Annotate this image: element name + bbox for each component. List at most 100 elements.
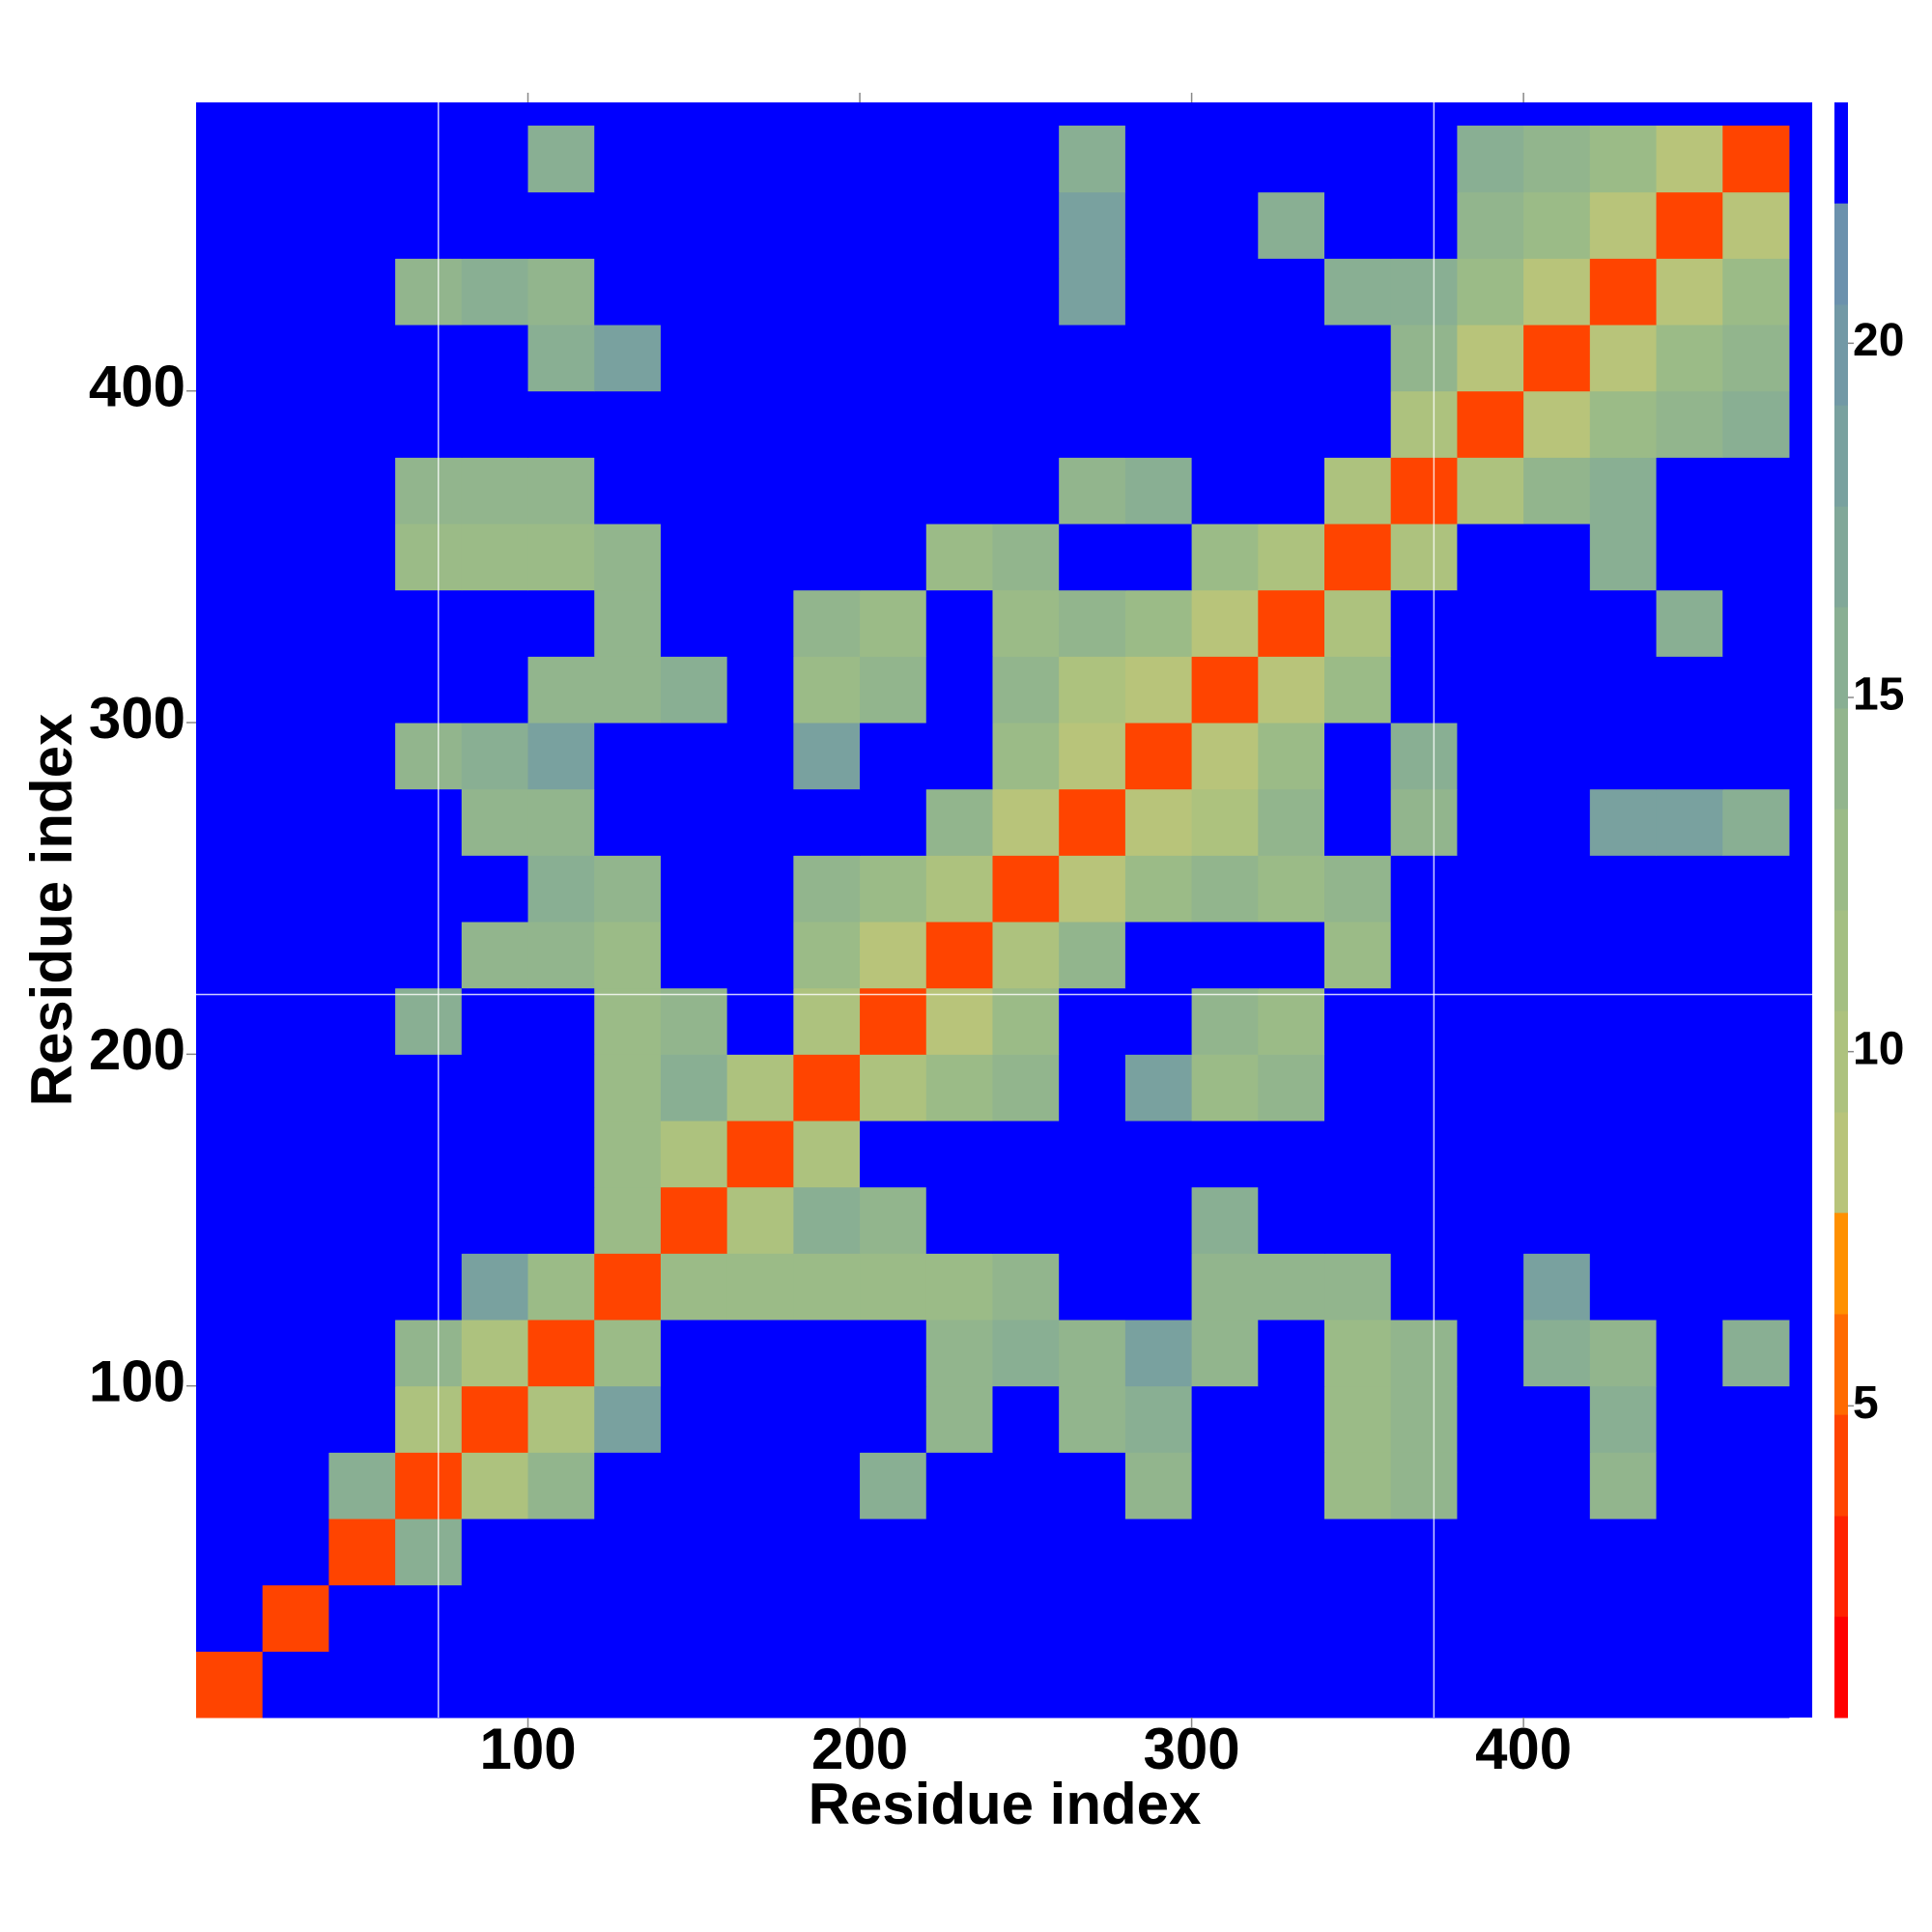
heatmap-cell [1722, 126, 1790, 193]
heatmap-cell [925, 390, 993, 458]
heatmap-cell [1258, 589, 1325, 657]
heatmap-cell [1523, 589, 1591, 657]
heatmap-cell [1722, 1385, 1790, 1453]
heatmap-cell [1656, 457, 1723, 525]
heatmap-cell [328, 457, 396, 525]
heatmap-cell [1324, 1320, 1392, 1387]
heatmap-cell [1258, 1320, 1325, 1387]
heatmap-cell [461, 1452, 529, 1520]
heatmap-cell [1324, 589, 1392, 657]
heatmap-cell [925, 788, 993, 856]
heatmap-cell [992, 589, 1060, 657]
heatmap-cell [793, 788, 861, 856]
heatmap-cell [1589, 788, 1658, 856]
heatmap-cell [1390, 1320, 1458, 1387]
heatmap-cell [262, 1253, 329, 1321]
heatmap-cell [1124, 1452, 1193, 1520]
heatmap-cell [925, 656, 993, 724]
heatmap-cell [660, 1651, 728, 1719]
heatmap-cell [1059, 987, 1126, 1055]
heatmap-cell [527, 788, 595, 856]
heatmap-cell [726, 855, 794, 923]
heatmap-cell [1523, 1121, 1591, 1188]
heatmap-cell [527, 723, 595, 790]
x-tick-label: 400 [1475, 1717, 1572, 1781]
heatmap-cell [660, 1121, 728, 1188]
heatmap-cell [594, 922, 662, 989]
heatmap-cell [1258, 258, 1325, 326]
heatmap-cell [1324, 1452, 1392, 1520]
heatmap-cell [1390, 656, 1458, 724]
heatmap-cell [461, 922, 529, 989]
heatmap-cell [527, 987, 595, 1055]
heatmap-cell [1589, 191, 1658, 259]
heatmap-cell [1324, 390, 1392, 458]
heatmap-cell [1191, 589, 1259, 657]
y-tick-label: 300 [89, 686, 185, 751]
heatmap-cell [925, 1452, 993, 1520]
heatmap-cell [1191, 788, 1259, 856]
heatmap-cell [594, 524, 662, 591]
heatmap-cell [1191, 1121, 1259, 1188]
heatmap-cell [1324, 191, 1392, 259]
heatmap-cell [1457, 1385, 1524, 1453]
heatmap-cell [860, 524, 927, 591]
heatmap-cell [262, 1519, 329, 1586]
heatmap-cell [1059, 589, 1126, 657]
colorbar-band [1834, 1212, 1848, 1315]
heatmap-cell [1059, 1253, 1126, 1321]
heatmap-cell [1059, 1519, 1126, 1586]
heatmap-cell [1457, 922, 1524, 989]
heatmap-cell [1523, 922, 1591, 989]
heatmap-cell [395, 1385, 463, 1453]
heatmap-cell [1124, 258, 1193, 326]
heatmap-cell [860, 1186, 927, 1254]
heatmap-cell [1059, 1186, 1126, 1254]
heatmap-cell [992, 1385, 1060, 1453]
heatmap-cell [660, 524, 728, 591]
heatmap-cell [1722, 1054, 1790, 1122]
heatmap-cell [196, 1121, 264, 1188]
heatmap-cell [594, 258, 662, 326]
colorbar-tick-label: 10 [1853, 1023, 1904, 1074]
colorbar-band [1834, 1010, 1848, 1113]
heatmap-cell [594, 1452, 662, 1520]
y-tick-label: 100 [89, 1350, 185, 1414]
heatmap-cell [196, 258, 264, 326]
heatmap-cell [1124, 457, 1193, 525]
heatmap-cell [1124, 987, 1193, 1055]
heatmap-cell [262, 325, 329, 392]
heatmap-cell [262, 1452, 329, 1520]
heatmap-cell [1059, 258, 1126, 326]
heatmap-cell [262, 1320, 329, 1387]
heatmap-cell [196, 524, 264, 591]
heatmap-cell [1191, 1385, 1259, 1453]
heatmap-cell [1523, 1320, 1591, 1387]
heatmap-cell [395, 1651, 463, 1719]
heatmap-cell [262, 788, 329, 856]
heatmap-cell [660, 126, 728, 193]
heatmap-cell [1324, 1651, 1392, 1719]
heatmap-cell [992, 258, 1060, 326]
heatmap-cell [660, 325, 728, 392]
heatmap-cell [793, 325, 861, 392]
heatmap-cell [1258, 126, 1325, 193]
heatmap-cell [1324, 1253, 1392, 1321]
heatmap-cell [860, 1320, 927, 1387]
heatmap-cell [1258, 656, 1325, 724]
heatmap-cell [992, 1253, 1060, 1321]
heatmap-cell [1523, 191, 1591, 259]
heatmap-cell [1191, 987, 1259, 1055]
heatmap-cell [1523, 1385, 1591, 1453]
heatmap-cell [925, 1385, 993, 1453]
heatmap-cell [860, 1452, 927, 1520]
heatmap-cell [1191, 1452, 1259, 1520]
heatmap-cell [1191, 191, 1259, 259]
heatmap-cell [1589, 922, 1658, 989]
heatmap-cell [793, 855, 861, 923]
heatmap-cell [594, 1253, 662, 1321]
heatmap-cell [726, 1320, 794, 1387]
overlay: 100 200 300 400 100 200 300 400 5 10 15 20 [89, 93, 1904, 1781]
heatmap-cell [726, 1385, 794, 1453]
